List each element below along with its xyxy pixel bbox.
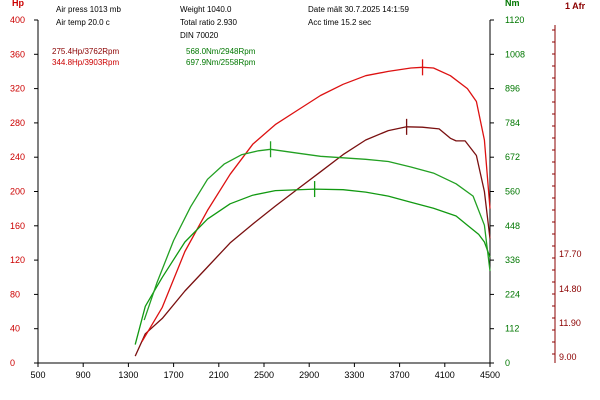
air-press-label: Air press 1013 mb: [56, 5, 121, 14]
power1-peak-label: 275.4Hp/3762Rpm: [52, 47, 120, 56]
y-left-tick-label: 40: [10, 324, 20, 334]
y-right-tick-label: 1008: [505, 49, 525, 59]
x-tick-label: 3700: [390, 370, 410, 380]
afr-tick-label: 9.00: [559, 352, 577, 362]
x-tick-label: 500: [30, 370, 45, 380]
y-right-tick-label: 224: [505, 289, 520, 299]
series-line-power1: [134, 126, 491, 357]
y-right-tick-label: 896: [505, 84, 520, 94]
power2-peak-label: 344.8Hp/3903Rpm: [52, 58, 120, 67]
y-right-tick-label: 112: [505, 324, 519, 334]
air-temp-label: Air temp 20.0 c: [56, 18, 110, 27]
y-left-tick-label: 120: [10, 255, 25, 265]
weight-label: Weight 1040.0: [180, 5, 232, 14]
y-right-tick-label: 336: [505, 255, 520, 265]
y-right-tick-label: 560: [505, 187, 520, 197]
x-tick-label: 2900: [299, 370, 319, 380]
acc-time-label: Acc time 15.2 sec: [308, 18, 372, 27]
nm-unit-label: Nm: [505, 0, 520, 8]
series-line-torque2: [143, 148, 491, 321]
date-label: Date mält 30.7.2025 14:1:59: [308, 5, 409, 14]
x-tick-label: 3300: [344, 370, 364, 380]
y-right-tick-label: 1120: [505, 15, 524, 25]
x-tick-label: 1300: [118, 370, 138, 380]
afr-tick-label: 11.90: [559, 318, 581, 328]
x-tick-label: 2100: [209, 370, 229, 380]
torque1-peak-label: 568.0Nm/2948Rpm: [186, 47, 256, 56]
x-tick-label: 4500: [480, 370, 500, 380]
afr-tick-label: 17.70: [559, 249, 582, 259]
series-line-torque1: [134, 188, 491, 345]
x-tick-label: 1700: [164, 370, 184, 380]
y-left-tick-label: 80: [10, 289, 20, 299]
x-tick-label: 4100: [435, 370, 455, 380]
y-left-tick-label: 0: [10, 358, 15, 368]
y-left-tick-label: 360: [10, 49, 25, 59]
y-right-tick-label: 784: [505, 118, 520, 128]
y-left-tick-label: 160: [10, 221, 25, 231]
y-left-tick-label: 240: [10, 152, 25, 162]
x-tick-label: 900: [76, 370, 91, 380]
y-left-tick-label: 320: [10, 84, 25, 94]
din-label: DIN 70020: [180, 31, 219, 40]
afr-tick-label: 14.80: [559, 284, 582, 294]
y-left-tick-label: 400: [10, 15, 25, 25]
y-right-tick-label: 0: [505, 358, 510, 368]
y-left-tick-label: 200: [10, 187, 25, 197]
total-ratio-label: Total ratio 2.930: [180, 18, 237, 27]
series-line-power2: [141, 66, 491, 342]
y-right-tick-label: 448: [505, 221, 520, 231]
y-left-tick-label: 280: [10, 118, 25, 128]
torque2-peak-label: 697.9Nm/2558Rpm: [186, 58, 256, 67]
hp-unit-label: Hp: [12, 0, 24, 8]
y-right-tick-label: 672: [505, 152, 520, 162]
afr-unit-label: 1 Afr: [565, 1, 586, 11]
x-tick-label: 2500: [254, 370, 274, 380]
